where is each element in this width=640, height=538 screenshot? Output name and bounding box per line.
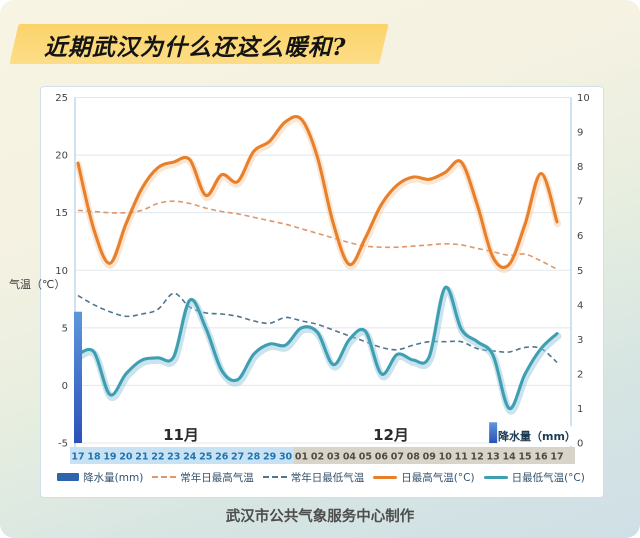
svg-text:10: 10 [439, 452, 453, 463]
source-caption: 武汉市公共气象服务中心制作 [225, 509, 415, 525]
svg-text:04: 04 [343, 452, 357, 463]
legend-label: 日最低气温(°C) [511, 471, 585, 484]
page-title: 近期武汉为什么还这么暖和? [44, 34, 347, 61]
svg-text:09: 09 [423, 452, 436, 463]
svg-text:24: 24 [183, 452, 197, 463]
temperature-axis-label: 气温（℃） [9, 278, 66, 291]
month-label-november: 11月 [163, 426, 199, 444]
daily-min-line-swatch [483, 475, 508, 479]
svg-text:11: 11 [455, 452, 468, 463]
december-band [293, 447, 575, 464]
svg-text:2: 2 [577, 369, 583, 380]
svg-text:03: 03 [327, 452, 340, 463]
svg-text:13: 13 [487, 452, 500, 463]
svg-text:17: 17 [550, 452, 563, 463]
svg-text:02: 02 [311, 452, 324, 463]
svg-text:08: 08 [407, 452, 421, 463]
svg-text:12: 12 [471, 452, 484, 463]
svg-text:18: 18 [87, 452, 101, 463]
precipitation-axis-label: 降水量（mm） [498, 426, 576, 446]
legend-item-daily-min-temp: 日最低气温(°C) [483, 470, 585, 485]
svg-text:29: 29 [263, 452, 276, 463]
svg-text:0: 0 [577, 439, 583, 450]
svg-text:26: 26 [215, 452, 229, 463]
svg-text:05: 05 [359, 452, 372, 463]
legend-label: 常年日最高气温 [180, 471, 254, 484]
svg-text:23: 23 [167, 452, 180, 463]
svg-text:17: 17 [71, 452, 84, 463]
svg-text:6: 6 [577, 231, 583, 242]
svg-text:30: 30 [279, 452, 293, 463]
svg-text:0: 0 [62, 381, 68, 392]
legend-item-precipitation: 降水量(mm) [57, 470, 143, 485]
svg-text:3: 3 [577, 335, 583, 346]
svg-text:10: 10 [577, 93, 590, 104]
svg-text:28: 28 [247, 452, 261, 463]
svg-text:1: 1 [577, 404, 583, 415]
daily-max-line-swatch [373, 475, 398, 479]
svg-text:7: 7 [577, 197, 583, 208]
svg-text:16: 16 [534, 452, 548, 463]
svg-text:20: 20 [55, 151, 68, 162]
normal-min-temp-line [77, 292, 558, 364]
november-band [70, 447, 294, 464]
legend-label: 降水量(mm) [83, 471, 144, 484]
normal-min-dash-swatch [262, 476, 287, 478]
svg-text:-5: -5 [58, 439, 68, 450]
month-label-december: 12月 [373, 426, 409, 444]
svg-text:14: 14 [502, 452, 516, 463]
svg-text:20: 20 [119, 452, 133, 463]
svg-text:5: 5 [577, 266, 583, 277]
svg-text:10: 10 [55, 266, 68, 277]
legend-label: 常年日最低气温 [290, 471, 365, 484]
legend-label: 日最高气温(°C) [401, 471, 475, 484]
legend-item-normal-min-temp: 常年日最低气温 [262, 470, 365, 485]
svg-text:06: 06 [375, 452, 389, 463]
chart-legend: 降水量(mm) 常年日最高气温 常年日最低气温 日最高气温(°C) 日最低气温(… [40, 468, 602, 486]
daily-min-temp-line [76, 285, 559, 410]
precipitation-bar-swatch [57, 473, 80, 481]
svg-text:25: 25 [199, 452, 212, 463]
svg-text:15: 15 [55, 208, 68, 219]
svg-text:25: 25 [55, 93, 68, 104]
svg-text:01: 01 [295, 452, 308, 463]
legend-item-daily-max-temp: 日最高气温(°C) [373, 470, 475, 485]
svg-text:9: 9 [577, 128, 583, 139]
daily-max-temp-line [76, 114, 559, 269]
svg-text:15: 15 [518, 452, 531, 463]
svg-text:5: 5 [62, 323, 68, 334]
normal-max-dash-swatch [152, 476, 177, 478]
svg-text:19: 19 [103, 452, 116, 463]
svg-text:21: 21 [135, 452, 148, 463]
svg-text:27: 27 [231, 452, 244, 463]
svg-text:8: 8 [577, 162, 583, 173]
precipitation-bar [74, 311, 82, 443]
svg-text:22: 22 [151, 452, 164, 463]
legend-item-normal-max-temp: 常年日最高气温 [152, 470, 254, 485]
svg-text:4: 4 [577, 300, 583, 311]
svg-text:07: 07 [391, 452, 404, 463]
precipitation-bar [489, 422, 498, 443]
